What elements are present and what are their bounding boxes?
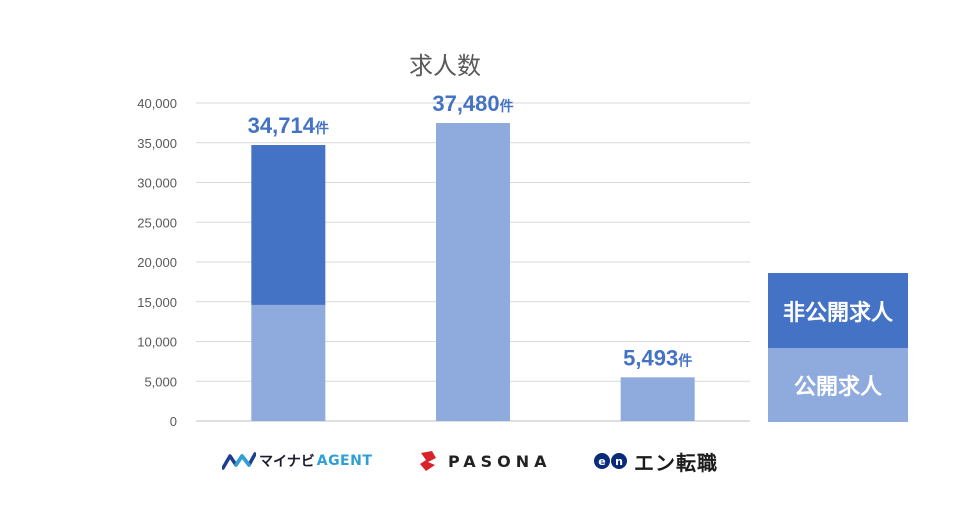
bar-segment-public (620, 377, 695, 421)
bar-segment-public (251, 304, 326, 421)
mynavi-agent-logo: マイナビ AGENT (222, 448, 372, 474)
bar-segment-public (436, 123, 510, 421)
en-tenshoku-logo: e n エン転職 (594, 448, 718, 475)
data-labels: 34,714件 37,480件 5,493件 (248, 91, 693, 370)
en-badge-icon: e n (594, 453, 628, 469)
pasona-text: PASONA (448, 451, 552, 471)
mynavi-kana: マイナビ (259, 454, 315, 470)
data-label: 5,493件 (623, 345, 692, 370)
mynavi-mark-icon (222, 452, 256, 470)
legend-hidden-jobs: 非公開求人 (768, 273, 908, 348)
mynavi-agent-text: AGENT (316, 453, 373, 469)
y-tick-label: 5,000 (144, 374, 177, 389)
y-tick-label: 20,000 (137, 255, 177, 270)
y-tick-label: 0 (170, 414, 177, 429)
y-tick-label: 15,000 (137, 295, 177, 310)
y-axis: 0 5,000 10,000 15,000 20,000 25,000 30,000 35,0… (137, 96, 177, 429)
legend-label-public: 公開求人 (793, 375, 882, 400)
chart-title: 求人数 (409, 52, 481, 80)
data-label: 37,480件 (432, 91, 513, 116)
y-tick-label: 10,000 (137, 335, 177, 350)
y-tick-label: 40,000 (137, 96, 177, 111)
bars (251, 123, 695, 421)
pasona-logo: PASONA (418, 448, 552, 474)
pasona-mark-icon (420, 451, 436, 471)
en-tenshoku-text: エン転職 (634, 450, 718, 475)
bar-segment-hidden (251, 145, 326, 305)
legend-public-jobs: 公開求人 (768, 348, 908, 422)
y-tick-label: 25,000 (137, 215, 177, 230)
y-tick-label: 35,000 (137, 136, 177, 151)
legend-label-hidden: 非公開求人 (782, 300, 893, 326)
y-tick-label: 30,000 (137, 176, 177, 191)
data-label: 34,714件 (248, 113, 329, 138)
